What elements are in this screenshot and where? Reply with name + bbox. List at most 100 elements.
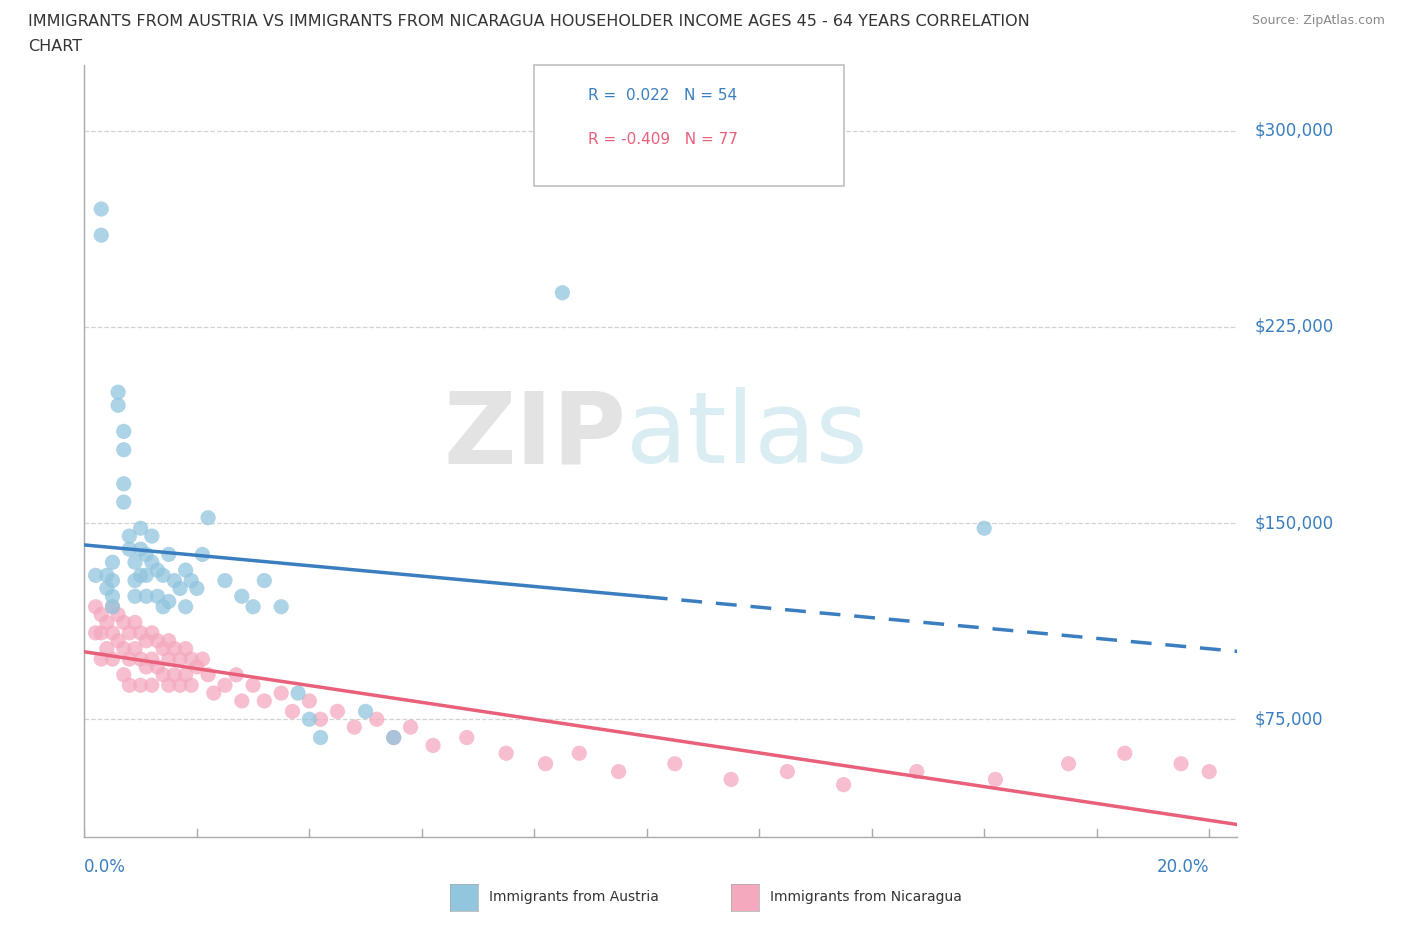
Point [101, 599, 124, 614]
Point [135, 568, 157, 583]
Point [214, 573, 236, 588]
Point [270, 599, 292, 614]
Point [225, 668, 247, 683]
Point [214, 678, 236, 693]
Point [112, 668, 135, 683]
Text: $75,000: $75,000 [1254, 711, 1323, 728]
Point [84, 568, 107, 583]
Point [90, 228, 112, 243]
Point [253, 694, 276, 709]
Point [90, 202, 112, 217]
Point [776, 764, 799, 779]
Text: atlas: atlas [626, 387, 868, 485]
Point [456, 730, 478, 745]
Point [124, 615, 146, 630]
Point [174, 563, 197, 578]
Point [141, 678, 163, 693]
Point [242, 678, 264, 693]
Point [191, 652, 214, 667]
Point [984, 772, 1007, 787]
Point [366, 711, 388, 726]
Point [309, 711, 332, 726]
Point [253, 573, 276, 588]
Point [107, 385, 129, 400]
Point [382, 730, 405, 745]
Point [135, 633, 157, 648]
Point [96, 581, 118, 596]
Point [135, 659, 157, 674]
Text: R =  0.022   N = 54: R = 0.022 N = 54 [588, 88, 737, 103]
Point [101, 573, 124, 588]
Text: $150,000: $150,000 [1254, 514, 1333, 532]
Point [281, 704, 304, 719]
Point [298, 711, 321, 726]
Point [422, 738, 444, 753]
Point [551, 286, 574, 300]
Point [107, 398, 129, 413]
Point [101, 555, 124, 570]
Point [157, 633, 180, 648]
Point [270, 685, 292, 700]
Point [242, 599, 264, 614]
Point [118, 626, 141, 641]
Point [141, 626, 163, 641]
Point [141, 528, 163, 543]
Point [157, 594, 180, 609]
Point [112, 476, 135, 491]
Point [1114, 746, 1136, 761]
Point [112, 615, 135, 630]
Point [124, 641, 146, 656]
Point [174, 641, 197, 656]
Point [287, 685, 309, 700]
Point [146, 563, 169, 578]
Point [135, 589, 157, 604]
Point [607, 764, 630, 779]
Point [157, 547, 180, 562]
Point [169, 581, 191, 596]
Point [112, 443, 135, 458]
Point [163, 573, 186, 588]
Point [118, 542, 141, 557]
Point [180, 573, 202, 588]
Point [191, 547, 214, 562]
Point [163, 668, 186, 683]
Point [180, 652, 202, 667]
Point [343, 720, 366, 735]
Point [96, 568, 118, 583]
Point [169, 678, 191, 693]
Point [101, 599, 124, 614]
Text: R = -0.409   N = 77: R = -0.409 N = 77 [588, 132, 738, 147]
Text: 0.0%: 0.0% [84, 858, 127, 876]
Point [146, 633, 169, 648]
Point [1057, 756, 1080, 771]
Text: 20.0%: 20.0% [1157, 858, 1209, 876]
Text: CHART: CHART [28, 39, 82, 54]
Point [90, 652, 112, 667]
Point [112, 641, 135, 656]
Point [118, 652, 141, 667]
Point [141, 555, 163, 570]
Point [141, 652, 163, 667]
Text: Source: ZipAtlas.com: Source: ZipAtlas.com [1251, 14, 1385, 27]
Point [202, 685, 225, 700]
Point [174, 599, 197, 614]
Point [186, 581, 208, 596]
Point [107, 633, 129, 648]
Point [129, 626, 152, 641]
Point [101, 652, 124, 667]
Point [146, 589, 169, 604]
Point [152, 641, 174, 656]
Point [905, 764, 928, 779]
Point [124, 573, 146, 588]
Point [382, 730, 405, 745]
Point [534, 756, 557, 771]
Point [309, 730, 332, 745]
Point [298, 694, 321, 709]
Point [973, 521, 995, 536]
Text: Immigrants from Austria: Immigrants from Austria [489, 890, 659, 905]
Point [96, 641, 118, 656]
Point [1170, 756, 1192, 771]
Point [197, 511, 219, 525]
Point [118, 678, 141, 693]
Point [157, 678, 180, 693]
